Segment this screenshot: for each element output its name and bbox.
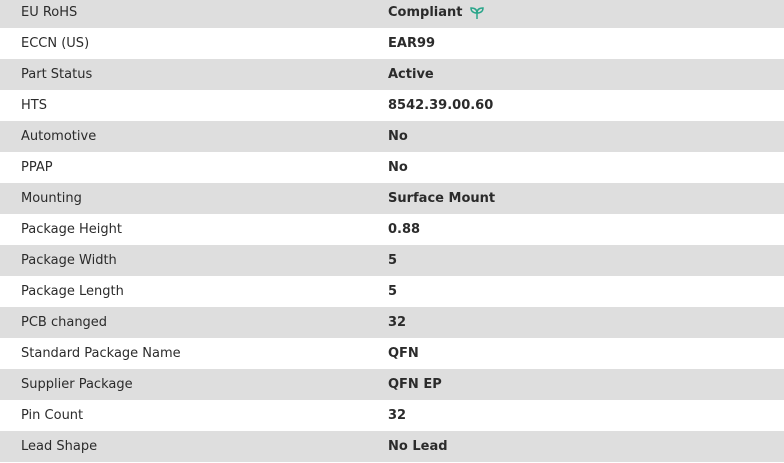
- row-label: Package Length: [21, 284, 124, 299]
- row-value-text: 0.88: [388, 222, 421, 237]
- row-value-text: Active: [388, 67, 434, 82]
- row-value-text: QFN: [388, 346, 419, 361]
- row-label: ECCN (US): [21, 36, 90, 51]
- row-value-text: 32: [388, 408, 407, 423]
- row-value: 5: [388, 253, 397, 268]
- row-label: PCB changed: [21, 315, 108, 330]
- table-row: HTS 8542.39.00.60: [0, 90, 784, 121]
- table-row: Package Length 5: [0, 276, 784, 307]
- table-row: Package Height 0.88: [0, 214, 784, 245]
- table-row: Supplier Package QFN EP: [0, 369, 784, 400]
- row-label: Mounting: [21, 191, 82, 206]
- row-value-text: QFN EP: [388, 377, 442, 392]
- table-row: Package Width 5: [0, 245, 784, 276]
- row-label: EU RoHS: [21, 5, 78, 20]
- row-label: Package Width: [21, 253, 117, 268]
- table-row: EU RoHS Compliant: [0, 0, 784, 28]
- table-row: ECCN (US) EAR99: [0, 28, 784, 59]
- table-row: Part Status Active: [0, 59, 784, 90]
- table-row: Mounting Surface Mount: [0, 183, 784, 214]
- table-row: PPAP No: [0, 152, 784, 183]
- row-label: Standard Package Name: [21, 346, 181, 361]
- row-label: Lead Shape: [21, 439, 98, 454]
- row-label: Supplier Package: [21, 377, 133, 392]
- row-label: Automotive: [21, 129, 97, 144]
- row-value: 8542.39.00.60: [388, 98, 493, 113]
- row-label: Pin Count: [21, 408, 84, 423]
- row-value-text: No: [388, 160, 408, 175]
- row-value: Compliant: [388, 5, 485, 20]
- row-value: No: [388, 160, 408, 175]
- row-value: Surface Mount: [388, 191, 495, 206]
- row-label: Part Status: [21, 67, 93, 82]
- row-value: No Lead: [388, 439, 448, 454]
- row-label: HTS: [21, 98, 47, 113]
- table-row: Standard Package Name QFN: [0, 338, 784, 369]
- table-row: Automotive No: [0, 121, 784, 152]
- row-value: 32: [388, 315, 406, 330]
- row-value-text: 5: [388, 253, 398, 268]
- row-value-text: No: [388, 129, 408, 144]
- row-value-text: 8542.39.00.60: [388, 98, 494, 113]
- row-value: 5: [388, 284, 397, 299]
- row-value: 32: [388, 408, 406, 423]
- row-value-text: No Lead: [388, 439, 448, 454]
- row-value: 0.88: [388, 222, 420, 237]
- row-value-text: EAR99: [388, 36, 436, 51]
- row-value: QFN: [388, 346, 419, 361]
- table-row: PCB changed 32: [0, 307, 784, 338]
- row-value: Active: [388, 67, 434, 82]
- table-row: Pin Count 32: [0, 400, 784, 431]
- row-value-text: 5: [388, 284, 398, 299]
- row-value: No: [388, 129, 408, 144]
- row-value: QFN EP: [388, 377, 442, 392]
- table-row: Lead Shape No Lead: [0, 431, 784, 462]
- row-label: Package Height: [21, 222, 122, 237]
- row-value: EAR99: [388, 36, 435, 51]
- row-value-text: 32: [388, 315, 407, 330]
- leaf-icon: [470, 6, 485, 19]
- row-label: PPAP: [21, 160, 53, 175]
- row-value-text: Compliant: [388, 5, 463, 20]
- row-value-text: Surface Mount: [388, 191, 496, 206]
